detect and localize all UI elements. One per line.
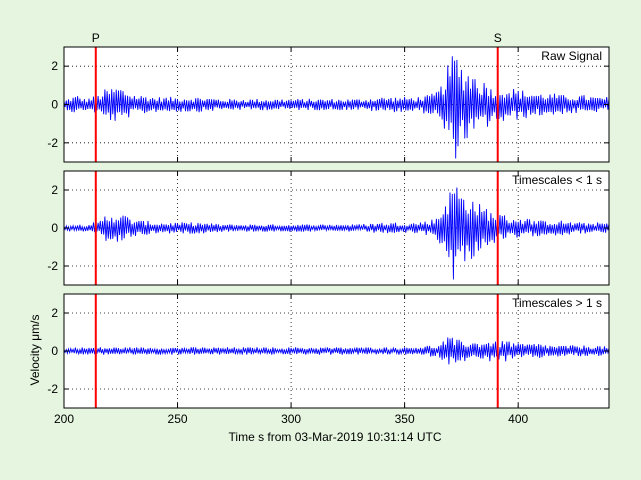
- y-tick-label: 2: [51, 306, 58, 320]
- y-tick-label: 0: [51, 221, 58, 235]
- x-tick-label: 200: [54, 412, 74, 426]
- panel-3: -2 0 2 Timescales > 1 s: [47, 293, 610, 409]
- x-tick-label: 350: [395, 412, 415, 426]
- y-tick-label: 2: [51, 183, 58, 197]
- signal-trace: [63, 337, 610, 365]
- y-tick-label: -2: [47, 259, 58, 273]
- y-tick-label: -2: [47, 136, 58, 150]
- y-tick-label: -2: [47, 382, 58, 396]
- x-axis: 200 250 300 350 400: [54, 412, 529, 426]
- y-tick-label: 0: [51, 344, 58, 358]
- pick-label-p: P: [92, 31, 100, 45]
- x-axis-label: Time s from 03-Mar-2019 10:31:14 UTC: [229, 430, 442, 444]
- panel-legend-label: Raw Signal: [541, 49, 602, 63]
- panel-legend-label: Timescales > 1 s: [512, 296, 602, 310]
- panel-1: -2 0 2 Raw Signal: [47, 46, 610, 163]
- x-tick-label: 300: [281, 412, 301, 426]
- y-tick-label: 0: [51, 98, 58, 112]
- panels: -2 0 2 Raw Signal -2 0 2 Timescales < 1 s -2 0 2 Ti…: [47, 46, 610, 409]
- signal-trace: [63, 187, 610, 280]
- panel-legend-label: Timescales < 1 s: [512, 173, 602, 187]
- signal-trace: [63, 56, 610, 159]
- y-tick-label: 2: [51, 59, 58, 73]
- x-tick-label: 250: [168, 412, 188, 426]
- x-tick-label: 400: [508, 412, 528, 426]
- panel-2: -2 0 2 Timescales < 1 s: [47, 170, 610, 286]
- y-axis-label: Velocity μm/s: [28, 315, 42, 386]
- pick-label-s: S: [494, 31, 502, 45]
